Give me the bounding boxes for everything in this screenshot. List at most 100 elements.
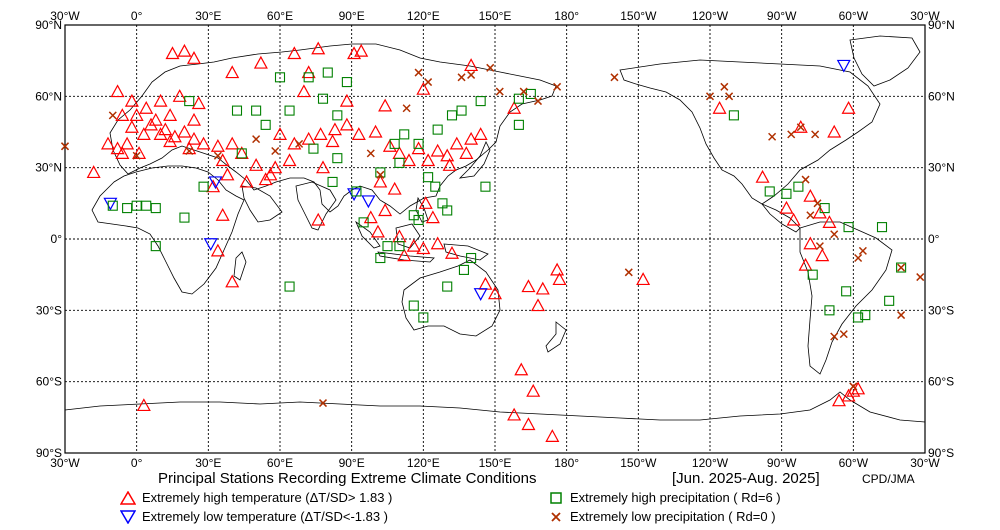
high-precipitation-marker <box>122 203 133 214</box>
high-temperature-marker <box>210 243 225 257</box>
high-temperature-marker <box>397 248 412 262</box>
high-temperature-marker <box>370 224 385 238</box>
right-latitude-label: 90°S <box>928 446 954 460</box>
high-temperature-marker <box>268 160 283 174</box>
high-precipitation-marker <box>322 67 333 78</box>
high-temperature-marker <box>225 136 240 150</box>
right-latitude-label: 60°S <box>928 375 954 389</box>
left-latitude-label: 60°S <box>36 375 62 389</box>
high-precipitation-marker <box>394 157 405 168</box>
top-longitude-label: 30°E <box>195 9 221 23</box>
high-precipitation-marker <box>351 186 362 197</box>
high-temperature-marker <box>363 210 378 224</box>
high-temperature-marker <box>210 139 225 152</box>
high-precipitation-marker <box>251 105 262 116</box>
top-longitude-label: 150°E <box>479 9 512 23</box>
high-temperature-marker <box>712 100 727 114</box>
top-longitude-label: 30°W <box>50 9 80 23</box>
legend-low-precipitation-label: Extremely low precipitation ( Rd=0 ) <box>570 509 776 524</box>
high-temperature-marker <box>172 89 187 102</box>
high-temperature-marker <box>313 127 328 140</box>
high-temperature-marker <box>263 167 278 181</box>
high-temperature-marker <box>822 215 837 228</box>
high-temperature-marker <box>545 429 560 442</box>
low-precipitation-marker <box>830 230 839 239</box>
top-longitude-label: 90°E <box>339 9 365 23</box>
graticule <box>65 25 925 453</box>
bottom-longitude-label: 180° <box>554 456 579 470</box>
high-temperature-marker <box>425 210 440 224</box>
high-temperature-marker <box>827 124 842 138</box>
high-temperature-marker <box>521 279 536 293</box>
high-precipitation-marker <box>332 153 343 164</box>
low-precipitation-marker <box>533 97 543 106</box>
high-temperature-marker <box>354 43 369 57</box>
high-temperature-marker <box>296 84 311 98</box>
high-temperature-marker <box>196 136 211 150</box>
high-temperature-marker <box>158 122 173 136</box>
high-precipitation-marker <box>413 214 424 226</box>
high-temperature-marker <box>129 108 144 121</box>
high-temperature-marker <box>253 55 268 69</box>
low-precipitation-marker <box>854 253 863 263</box>
top-longitude-label: 150°W <box>620 9 657 23</box>
high-precipitation-marker <box>382 241 393 252</box>
bottom-longitude-label: 90°W <box>767 456 797 470</box>
bottom-longitude-label: 60°E <box>267 456 293 470</box>
high-precipitation-marker <box>466 252 477 264</box>
legend-high-precipitation: Extremely high precipitation ( Rd=6 ) <box>548 490 781 505</box>
coast-japan <box>458 141 491 179</box>
high-temperature-marker <box>215 207 230 221</box>
low-temperature-marker <box>203 238 218 252</box>
bottom-longitude-label: 150°W <box>620 456 657 470</box>
high-temperature-marker <box>442 158 457 171</box>
low-precipitation-marker <box>796 123 805 132</box>
high-temperature-marker <box>535 281 550 295</box>
high-precipitation-marker <box>781 188 792 199</box>
high-temperature-marker <box>153 127 168 140</box>
high-precipitation-marker <box>303 72 314 83</box>
high-precipitation-marker <box>456 105 467 116</box>
high-precipitation-marker <box>432 124 443 135</box>
high-temperature-marker <box>220 167 235 181</box>
top-longitude-label: 120°E <box>407 9 440 23</box>
low-precipitation-marker <box>849 382 858 391</box>
high-precipitation-marker <box>458 264 469 275</box>
high-precipitation-marker <box>274 72 286 83</box>
high-precipitation-marker <box>793 181 804 192</box>
low-precipitation-marker <box>295 139 304 148</box>
legend-high-temperature: Extremely high temperature (ΔT/SD> 1.83 … <box>120 490 392 505</box>
triangle-up-icon <box>120 490 136 505</box>
high-temperature-marker <box>186 112 202 126</box>
bottom-longitude-label: 150°E <box>479 456 512 470</box>
high-precipitation-marker <box>423 172 434 183</box>
bottom-longitude-label: 120°W <box>692 456 729 470</box>
high-precipitation-marker <box>819 203 830 214</box>
coast-india <box>295 181 337 231</box>
high-temperature-marker <box>487 286 503 300</box>
high-temperature-marker <box>786 212 801 226</box>
left-latitude-label: 30°N <box>35 161 62 175</box>
credit-label: CPD/JMA <box>862 472 915 486</box>
high-temperature-marker <box>406 238 421 252</box>
right-latitude-label: 30°N <box>928 161 955 175</box>
high-precipitation-marker <box>107 200 118 211</box>
low-precipitation-marker <box>806 211 815 220</box>
high-precipitation-marker <box>179 212 190 223</box>
high-temperature-marker <box>550 262 565 276</box>
high-precipitation-marker <box>236 148 247 159</box>
high-temperature-marker <box>530 298 546 312</box>
high-temperature-marker <box>301 65 316 79</box>
high-temperature-marker <box>287 136 302 150</box>
high-temperature-marker <box>416 241 431 255</box>
high-precipitation-marker <box>525 88 536 100</box>
high-temperature-marker <box>110 84 125 98</box>
low-precipitation-marker <box>424 78 433 87</box>
high-temperature-marker <box>115 146 130 159</box>
high-temperature-marker <box>124 119 139 133</box>
low-precipitation-marker <box>132 151 141 160</box>
high-temperature-marker <box>167 129 182 143</box>
high-temperature-marker <box>136 398 151 412</box>
high-temperature-marker <box>815 248 830 262</box>
right-latitude-label: 0° <box>928 232 940 246</box>
